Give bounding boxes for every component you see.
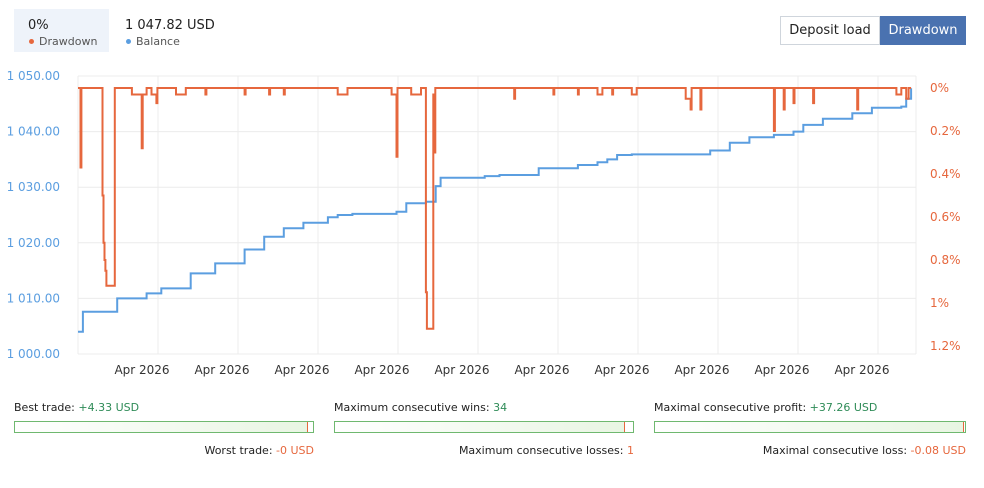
x-tick-label: Apr 2026: [834, 363, 889, 377]
y-left-tick-label: 1 030.00: [7, 180, 60, 194]
balance-series-line: [78, 88, 913, 333]
drawdown-value: 0%: [28, 18, 49, 33]
drawdown-label-text: Drawdown: [39, 35, 98, 48]
worst-trade-label: Worst trade:: [204, 444, 273, 457]
x-axis: Apr 2026 Apr 2026 Apr 2026 Apr 2026 Apr 2026…: [114, 363, 889, 377]
max-consec-profit-value: +37.26 USD: [809, 401, 878, 414]
max-consec-wins-stat: Maximum consecutive wins: 34: [334, 401, 507, 414]
max-consec-profit-stat: Maximal consecutive profit: +37.26 USD: [654, 401, 877, 414]
balance-dot-icon: [126, 39, 131, 44]
drawdown-series-line: [78, 87, 912, 330]
trades-bar: [14, 421, 314, 433]
y-left-tick-label: 1 000.00: [7, 347, 60, 361]
balance-label: Balance: [126, 35, 180, 48]
worst-trade-stat: Worst trade: -0 USD: [14, 444, 314, 457]
drawdown-legend: 0% Drawdown: [14, 9, 109, 52]
y-right-tick-label: 0.6%: [930, 210, 961, 224]
x-tick-label: Apr 2026: [674, 363, 729, 377]
profit-loss-bar: [654, 421, 966, 433]
best-trade-label: Best trade:: [14, 401, 75, 414]
x-tick-label: Apr 2026: [194, 363, 249, 377]
y-right-tick-label: 1%: [930, 296, 949, 310]
max-consec-loss-label: Maximal consecutive loss:: [762, 444, 908, 457]
y-axis-right: 0% 0.2% 0.4% 0.6% 0.8% 1% 1.2%: [930, 81, 961, 353]
y-right-tick-label: 0.4%: [930, 167, 961, 181]
drawdown-label: Drawdown: [29, 35, 97, 48]
drawdown-button[interactable]: Drawdown: [880, 16, 966, 45]
worst-trade-value: -0 USD: [276, 444, 314, 457]
max-consec-losses-value: 1: [627, 444, 634, 457]
chart-grid: [77, 75, 917, 355]
max-consec-loss-stat: Maximal consecutive loss: -0.08 USD: [654, 444, 966, 457]
y-left-tick-label: 1 020.00: [7, 236, 60, 250]
series-bar: [334, 421, 634, 433]
y-left-tick-label: 1 010.00: [7, 291, 60, 305]
x-tick-label: Apr 2026: [354, 363, 409, 377]
balance-value: 1 047.82 USD: [125, 18, 215, 33]
trades-bar-loss: [307, 422, 313, 432]
max-consec-profit-label: Maximal consecutive profit:: [654, 401, 807, 414]
max-consec-loss-value: -0.08 USD: [910, 444, 966, 457]
drawdown-dot-icon: [29, 39, 34, 44]
y-axis-left: 1 050.00 1 040.00 1 030.00 1 020.00 1 010.00…: [7, 69, 60, 361]
max-consec-losses-label: Maximum consecutive losses:: [458, 444, 624, 457]
y-right-tick-label: 0.2%: [930, 124, 961, 138]
max-consec-losses-stat: Maximum consecutive losses: 1: [334, 444, 634, 457]
balance-label-text: Balance: [136, 35, 180, 48]
y-right-tick-label: 0.8%: [930, 253, 961, 267]
profit-loss-bar-loss: [963, 422, 965, 432]
x-tick-label: Apr 2026: [754, 363, 809, 377]
x-tick-label: Apr 2026: [434, 363, 489, 377]
y-left-tick-label: 1 040.00: [7, 125, 60, 139]
deposit-load-button[interactable]: Deposit load: [780, 16, 880, 45]
y-right-tick-label: 1.2%: [930, 339, 961, 353]
balance-drawdown-chart: 1 050.00 1 040.00 1 030.00 1 020.00 1 010.00…: [7, 69, 961, 377]
best-trade-stat: Best trade: +4.33 USD: [14, 401, 139, 414]
x-tick-label: Apr 2026: [274, 363, 329, 377]
x-tick-label: Apr 2026: [514, 363, 569, 377]
x-tick-label: Apr 2026: [114, 363, 169, 377]
max-consec-wins-value: 34: [493, 401, 508, 414]
x-tick-label: Apr 2026: [594, 363, 649, 377]
y-left-tick-label: 1 050.00: [7, 69, 60, 83]
best-trade-value: +4.33 USD: [78, 401, 140, 414]
series-bar-loss: [624, 422, 633, 432]
max-consec-wins-label: Maximum consecutive wins:: [334, 401, 490, 414]
y-right-tick-label: 0%: [930, 81, 949, 95]
